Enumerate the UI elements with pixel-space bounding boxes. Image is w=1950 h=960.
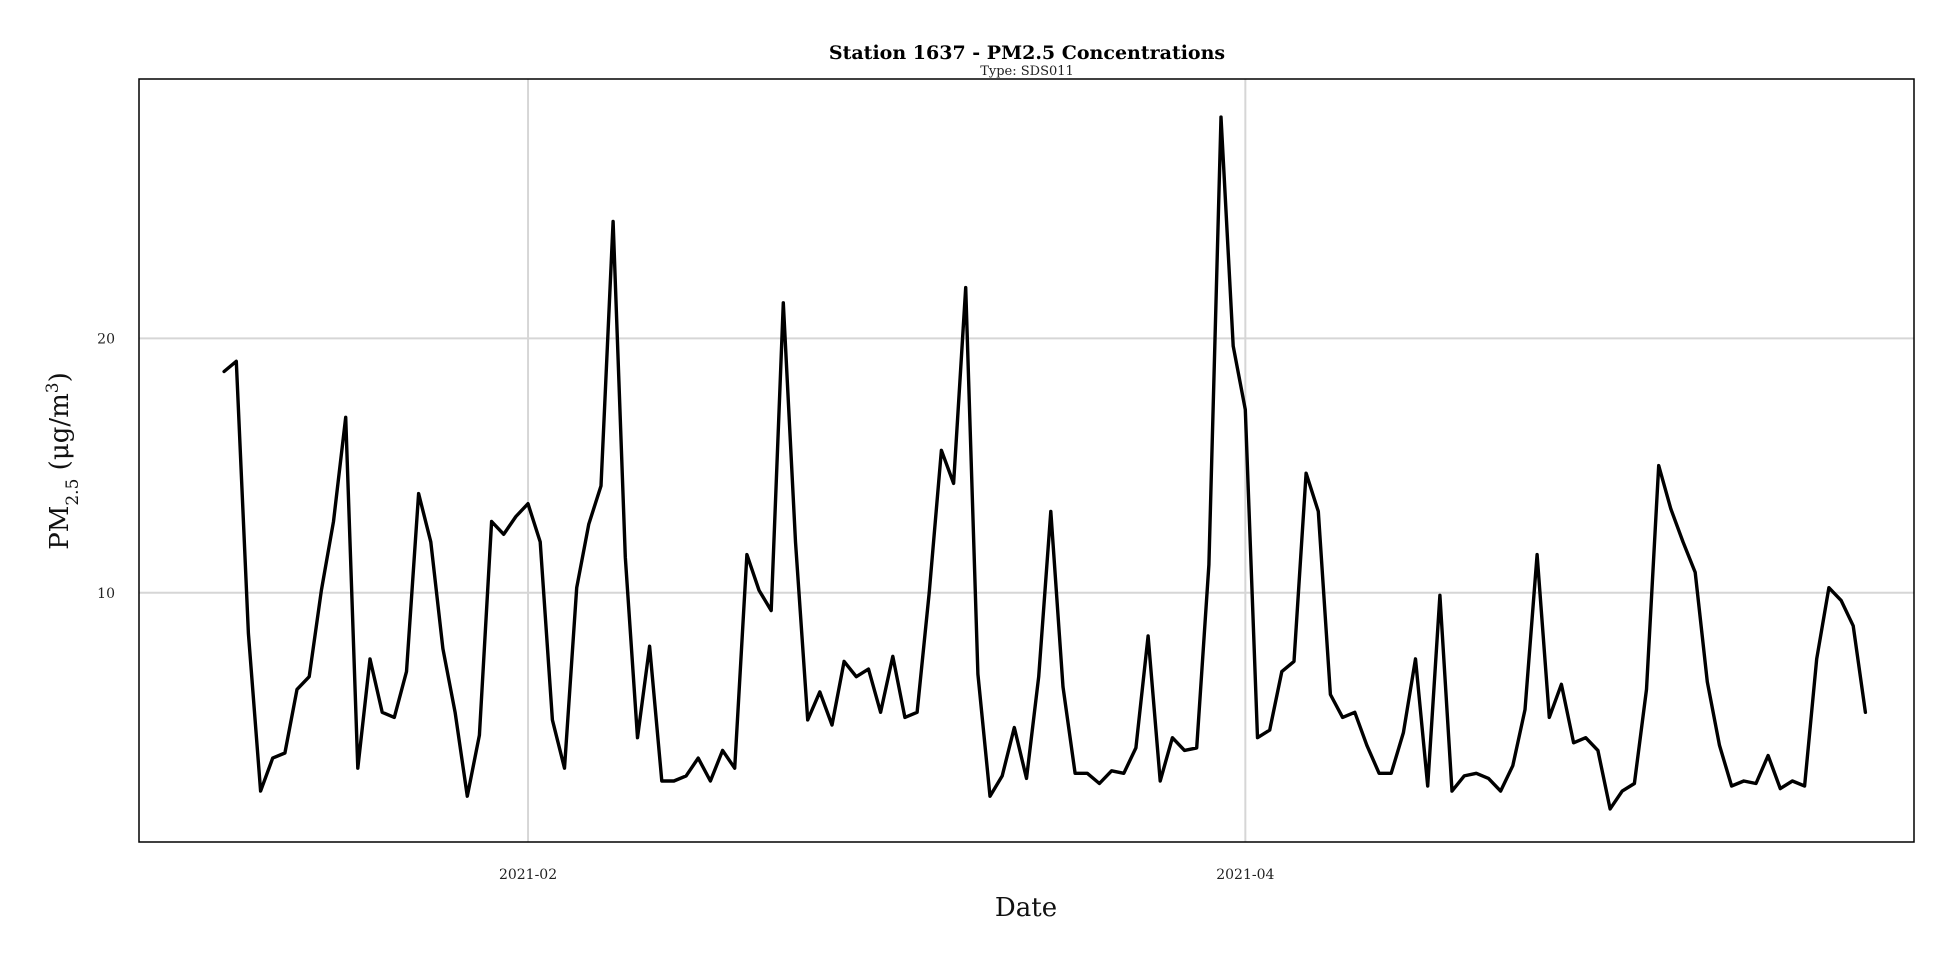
- y-tick-label-20: 20: [97, 331, 115, 347]
- y-axis-label-main: PM: [45, 506, 75, 550]
- y-axis-label: PM2.5 (μg/m3): [43, 372, 83, 550]
- y-axis-label-superscript: 3: [43, 382, 63, 393]
- series-layer: [222, 115, 1868, 811]
- grid-lines: [139, 79, 1914, 842]
- y-axis-label-close: ): [45, 372, 75, 382]
- y-axis-label-unit: (μg/m: [45, 393, 75, 478]
- tick-labels: 10 20 2021-02 2021-04: [97, 331, 1274, 883]
- x-axis-label: Date: [995, 893, 1057, 923]
- x-tick-label-2021-02: 2021-02: [499, 867, 557, 883]
- plot-frame: [138, 78, 1915, 843]
- chart-title: Station 1637 - PM2.5 Concentrations: [829, 42, 1225, 64]
- x-tick-label-2021-04: 2021-04: [1216, 867, 1274, 883]
- series-line-0: [222, 115, 1868, 811]
- y-tick-label-10: 10: [97, 586, 115, 602]
- y-axis-label-subscript: 2.5: [63, 479, 83, 506]
- chart-subtitle: Type: SDS011: [980, 64, 1074, 79]
